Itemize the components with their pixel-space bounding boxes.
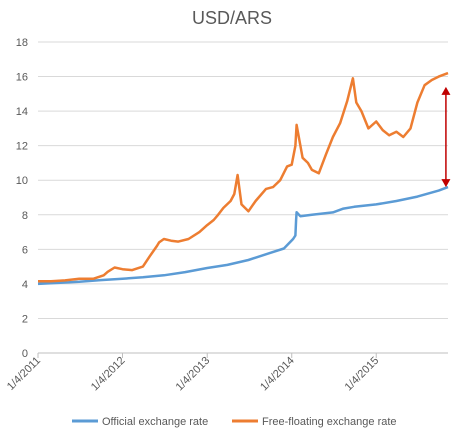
gap-arrow-head-bottom — [441, 179, 451, 188]
y-tick-label: 10 — [16, 175, 28, 187]
chart-title: USD/ARS — [192, 8, 272, 28]
legend-label-free: Free-floating exchange rate — [262, 416, 397, 428]
gridlines — [38, 41, 448, 354]
series-line-free — [38, 71, 449, 283]
x-axis: 1/4/2011 1/4/2012 1/4/2013 1/4/2014 1/4/2015 — [5, 352, 448, 394]
y-tick-label: 12 — [16, 141, 28, 153]
y-tick-label: 14 — [16, 106, 28, 118]
legend: Official exchange rate Free-floating exc… — [72, 416, 397, 428]
y-tick-label: 8 — [22, 210, 28, 222]
x-tick-label: 1/4/2015 — [343, 355, 382, 394]
y-tick-label: 4 — [22, 279, 28, 291]
x-tick-label: 1/4/2012 — [89, 355, 128, 394]
x-tick-label: 1/4/2013 — [174, 355, 213, 394]
y-tick-label: 18 — [16, 37, 28, 49]
x-tick-label: 1/4/2011 — [5, 355, 43, 393]
x-tick-label: 1/4/2014 — [258, 355, 297, 394]
y-tick-label: 0 — [22, 348, 28, 360]
y-tick-label: 2 — [22, 313, 28, 325]
y-tick-label: 16 — [16, 72, 28, 84]
y-axis: 0 2 4 6 8 10 12 14 16 18 — [16, 37, 28, 360]
series-lines — [37, 71, 449, 286]
legend-label-official: Official exchange rate — [102, 416, 208, 428]
annotations — [441, 86, 451, 188]
y-tick-label: 6 — [22, 244, 28, 256]
gap-arrow-head-top — [441, 86, 451, 95]
series-line-official — [37, 185, 449, 286]
